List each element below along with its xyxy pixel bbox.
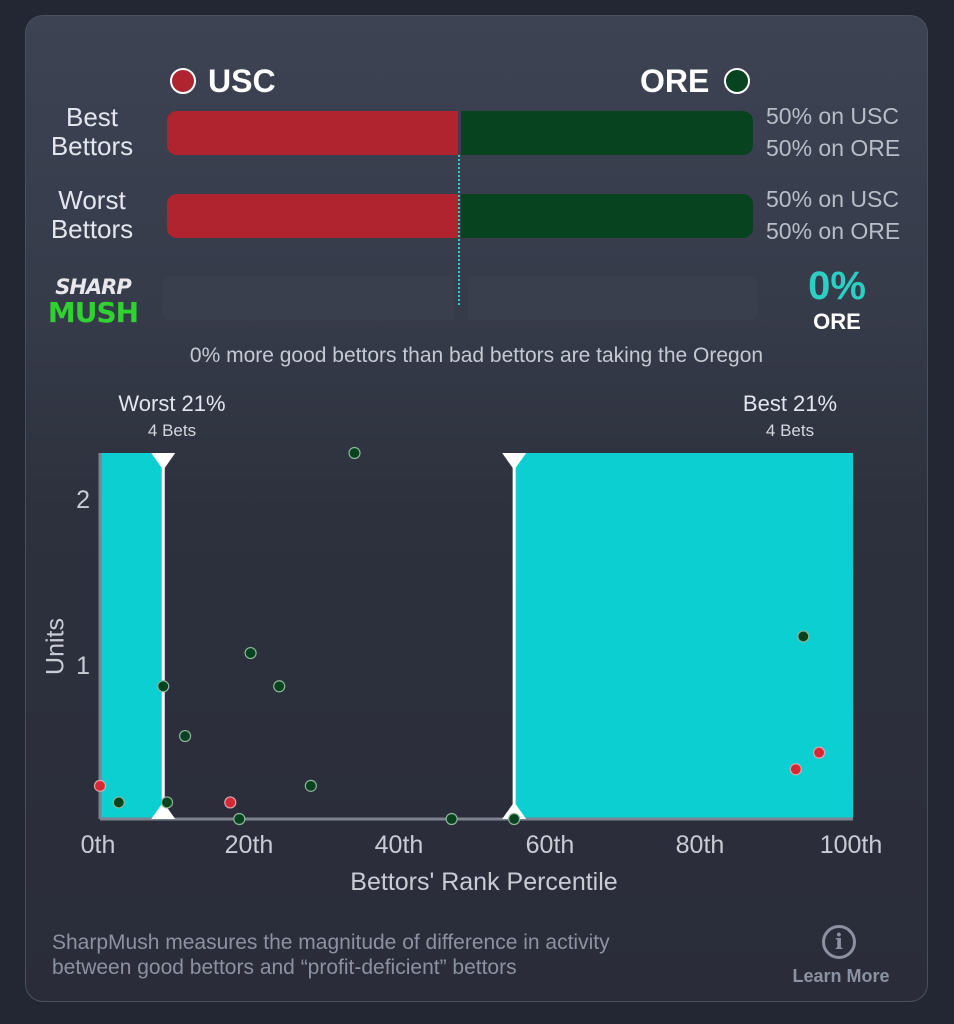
pct-usc: 50% on USC bbox=[766, 103, 899, 129]
center-dotted-line bbox=[458, 155, 460, 305]
x-tick-60: 60th bbox=[525, 831, 575, 859]
learn-more-button[interactable]: i Learn More bbox=[781, 923, 901, 993]
pct-ore: 50% on ORE bbox=[766, 218, 901, 244]
ore-team-dot bbox=[724, 68, 750, 94]
data-point-usc bbox=[813, 746, 826, 759]
sharpmush-track-left bbox=[162, 276, 454, 320]
sharpmush-team: ORE bbox=[813, 309, 861, 334]
data-point-ore bbox=[445, 812, 458, 826]
worst-boundary-bottom-triangle-icon bbox=[151, 802, 176, 819]
sharpmush-value: 0% bbox=[808, 264, 866, 308]
label-line: Best bbox=[65, 102, 119, 132]
data-point-ore bbox=[244, 646, 257, 660]
worst-bettors-ore-bar bbox=[461, 194, 753, 238]
best-boundary-bottom-triangle-icon bbox=[502, 802, 527, 819]
data-point-ore bbox=[348, 446, 361, 460]
worst-bettors-pct: 50% on USC 50% on ORE bbox=[766, 183, 900, 247]
learn-more-label: Learn More bbox=[792, 966, 890, 986]
sharpmush-summary: 0% more good bettors than bad bettors ar… bbox=[189, 344, 764, 367]
label-line: Worst bbox=[58, 185, 126, 215]
pct-ore: 50% on ORE bbox=[766, 135, 901, 161]
y-axis-title: Units bbox=[41, 618, 70, 675]
shaded-region-worst bbox=[100, 453, 164, 819]
x-tick-20: 20th bbox=[224, 831, 274, 859]
y-tick-2: 2 bbox=[76, 486, 90, 514]
best-group-title: Best 21% bbox=[742, 391, 838, 416]
footer-description: SharpMush measures the magnitude of diff… bbox=[52, 930, 610, 980]
worst-bettors-usc-bar bbox=[167, 194, 458, 238]
best-bettors-pct: 50% on USC 50% on ORE bbox=[766, 100, 900, 164]
ore-team-label: ORE bbox=[640, 63, 710, 99]
logo-mush-text: MUSH bbox=[47, 296, 139, 329]
data-point-ore bbox=[157, 680, 170, 693]
data-point-ore bbox=[233, 812, 246, 826]
footer-line: between good bettors and “profit-deficie… bbox=[52, 956, 517, 979]
sharpmush-logo: SHARP MUSH bbox=[36, 276, 150, 334]
data-point-usc bbox=[93, 779, 107, 792]
data-point-ore bbox=[797, 630, 810, 643]
footer-line: SharpMush measures the magnitude of diff… bbox=[52, 931, 610, 954]
data-point-ore bbox=[112, 796, 125, 809]
data-point-ore bbox=[304, 779, 317, 792]
data-point-usc bbox=[789, 763, 802, 776]
sharpmush-track-right bbox=[468, 276, 758, 320]
x-tick-0: 0th bbox=[80, 831, 116, 859]
data-point-ore bbox=[160, 796, 174, 809]
x-axis-title: Bettors' Rank Percentile bbox=[350, 868, 618, 896]
shaded-region-best bbox=[514, 453, 853, 819]
best-bettors-label: Best Bettors bbox=[32, 103, 152, 161]
x-tick-80: 80th bbox=[675, 831, 725, 859]
info-icon: i bbox=[822, 925, 856, 959]
y-tick-1: 1 bbox=[76, 652, 90, 680]
label-line: Bettors bbox=[50, 214, 134, 244]
worst-group-bets: 4 Bets bbox=[147, 421, 197, 440]
x-tick-40: 40th bbox=[374, 831, 424, 859]
data-point-ore bbox=[508, 812, 521, 826]
usc-team-dot bbox=[170, 68, 196, 94]
best-boundary-top-triangle-icon bbox=[502, 453, 527, 470]
x-tick-100: 100th bbox=[819, 831, 883, 859]
data-point-ore bbox=[273, 680, 286, 693]
best-bettors-usc-bar bbox=[167, 111, 458, 155]
usc-team-label: USC bbox=[208, 63, 276, 99]
worst-group-title: Worst 21% bbox=[118, 391, 226, 416]
label-line: Bettors bbox=[50, 131, 134, 161]
worst-bettors-label: Worst Bettors bbox=[32, 186, 152, 244]
data-point-ore bbox=[178, 729, 192, 743]
logo-sharp-text: SHARP bbox=[55, 275, 132, 299]
data-point-usc bbox=[224, 796, 237, 809]
worst-boundary-top-triangle-icon bbox=[151, 453, 176, 470]
best-bettors-ore-bar bbox=[461, 111, 753, 155]
best-group-bets: 4 Bets bbox=[765, 421, 815, 440]
pct-usc: 50% on USC bbox=[766, 186, 899, 212]
